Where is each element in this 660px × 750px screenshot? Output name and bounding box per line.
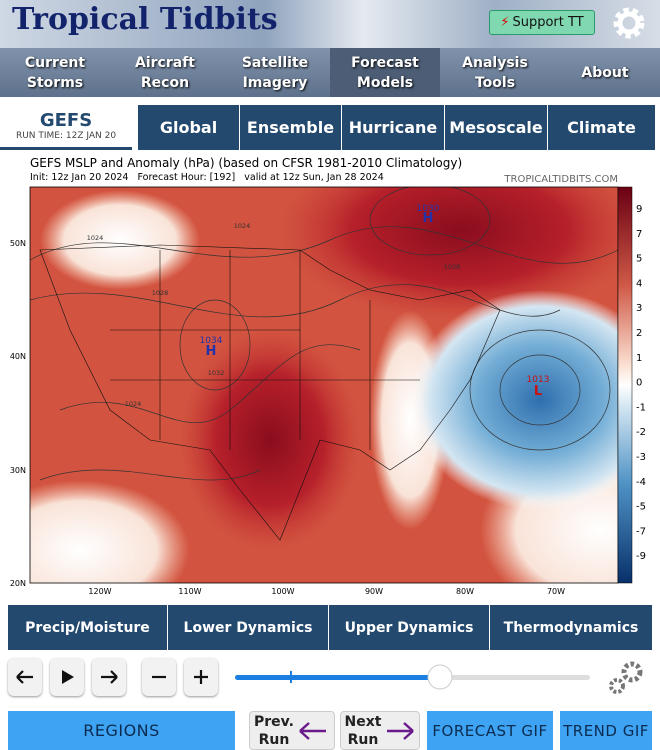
- support-button[interactable]: ⚡ Support TT: [489, 10, 595, 35]
- options-icon[interactable]: [604, 656, 650, 698]
- map-init: Init: 12z Jan 20 2024 Forecast Hour: [19…: [30, 172, 384, 183]
- regions-button[interactable]: REGIONS: [8, 711, 235, 750]
- lon-label: 90W: [365, 587, 383, 596]
- nav-label: Forecast Models: [351, 54, 419, 91]
- isobar-label: 1024: [125, 400, 142, 408]
- nav-item[interactable]: Satellite Imagery: [220, 48, 330, 97]
- tab[interactable]: Ensemble: [240, 105, 342, 150]
- zoom-in-button[interactable]: [184, 658, 218, 696]
- colorbar-label: 2: [636, 328, 642, 339]
- play-button[interactable]: [50, 658, 84, 696]
- model-box: GEFS RUN TIME: 12Z JAN 20: [0, 100, 132, 150]
- trend-gif-button[interactable]: TREND GIF: [560, 711, 652, 750]
- next-run-button[interactable]: Next Run: [340, 711, 420, 750]
- center-letter: H: [423, 211, 434, 226]
- nav-label: Current Storms: [24, 54, 86, 91]
- colorbar-label: -5: [636, 502, 646, 513]
- category-tab[interactable]: Precip/Moisture: [8, 605, 168, 650]
- back-button[interactable]: [8, 658, 42, 696]
- colorbar-label: 3: [636, 303, 642, 314]
- center-pressure: 1030: [417, 204, 440, 214]
- colorbar-label: -1: [636, 402, 646, 413]
- lat-label: 20N: [10, 579, 26, 588]
- site-title[interactable]: Tropical Tidbits: [12, 2, 278, 37]
- tab[interactable]: Mesoscale: [445, 105, 548, 150]
- nav-item[interactable]: Analysis Tools: [440, 48, 550, 97]
- model-name: GEFS: [39, 110, 93, 131]
- header: Tropical Tidbits ⚡ Support TT: [0, 0, 660, 48]
- isobar-label: 1024: [87, 234, 104, 242]
- colorbar-label: -9: [636, 551, 646, 562]
- nav-active: [330, 48, 440, 97]
- colorbar-label: 0: [636, 378, 642, 389]
- tab[interactable]: Hurricane: [342, 105, 445, 150]
- prev-run-button[interactable]: Prev. Run: [249, 711, 335, 750]
- category-tab[interactable]: Upper Dynamics: [329, 605, 490, 650]
- nav-item[interactable]: About: [550, 48, 660, 97]
- lat-label: 30N: [10, 466, 26, 475]
- forward-button[interactable]: [92, 658, 126, 696]
- center-letter: L: [534, 384, 542, 399]
- isobar-label: 1028: [152, 289, 169, 297]
- nav-label: Analysis Tools: [462, 54, 528, 91]
- lon-label: 100W: [271, 587, 294, 596]
- tab[interactable]: Global: [138, 105, 240, 150]
- colorbar-label: -7: [636, 526, 646, 537]
- nav-label: About: [581, 64, 629, 81]
- isobar-label: 1032: [208, 369, 225, 377]
- lat-label: 40N: [10, 352, 26, 361]
- nav-item[interactable]: Aircraft Recon: [110, 48, 220, 97]
- isobar-label: 1028: [444, 263, 461, 271]
- watermark: TROPICALTIDBITS.COM: [503, 174, 618, 185]
- colorbar-label: 1: [636, 353, 642, 364]
- colorbar-label: -3: [636, 452, 646, 463]
- colorbar-label: 4: [636, 278, 642, 289]
- next-run-label: Next Run: [344, 714, 382, 748]
- tab[interactable]: Climate: [548, 105, 655, 150]
- lon-label: 70W: [547, 587, 565, 596]
- time-slider[interactable]: [230, 660, 600, 694]
- colorbar-label: -2: [636, 427, 646, 438]
- lon-label: 80W: [456, 587, 474, 596]
- forecast-map: GEFS MSLP and Anomaly (hPa) (based on CF…: [10, 156, 646, 596]
- category-tab[interactable]: Thermodynamics: [490, 605, 652, 650]
- center-pressure: 1034: [200, 336, 223, 346]
- category-tab[interactable]: Lower Dynamics: [168, 605, 329, 650]
- settings-icon[interactable]: [608, 2, 650, 44]
- colorbar-label: 5: [636, 254, 642, 265]
- forecast-gif-button[interactable]: FORECAST GIF: [427, 711, 553, 750]
- nav-item[interactable]: Forecast Models: [330, 48, 440, 97]
- run-time: RUN TIME: 12Z JAN 20: [15, 131, 117, 141]
- nav-label: Aircraft Recon: [135, 54, 195, 91]
- borders: [39, 244, 501, 541]
- colorbar-label: -4: [636, 477, 646, 488]
- colorbar-label: 7: [636, 229, 642, 240]
- center-letter: H: [206, 344, 217, 359]
- support-label: Support TT: [512, 15, 584, 30]
- lat-label: 50N: [10, 239, 26, 248]
- nav-item[interactable]: Current Storms: [0, 48, 110, 97]
- nav-label: Satellite Imagery: [241, 54, 309, 91]
- isobar-label: 1024: [234, 222, 251, 230]
- lon-label: 110W: [178, 587, 201, 596]
- lon-label: 120W: [88, 587, 111, 596]
- center-pressure: 1013: [527, 375, 550, 385]
- colorbar-label: 9: [636, 204, 642, 215]
- prev-run-label: Prev. Run: [254, 714, 294, 748]
- map-title: GEFS MSLP and Anomaly (hPa) (based on CF…: [30, 156, 462, 170]
- zoom-out-button[interactable]: [142, 658, 176, 696]
